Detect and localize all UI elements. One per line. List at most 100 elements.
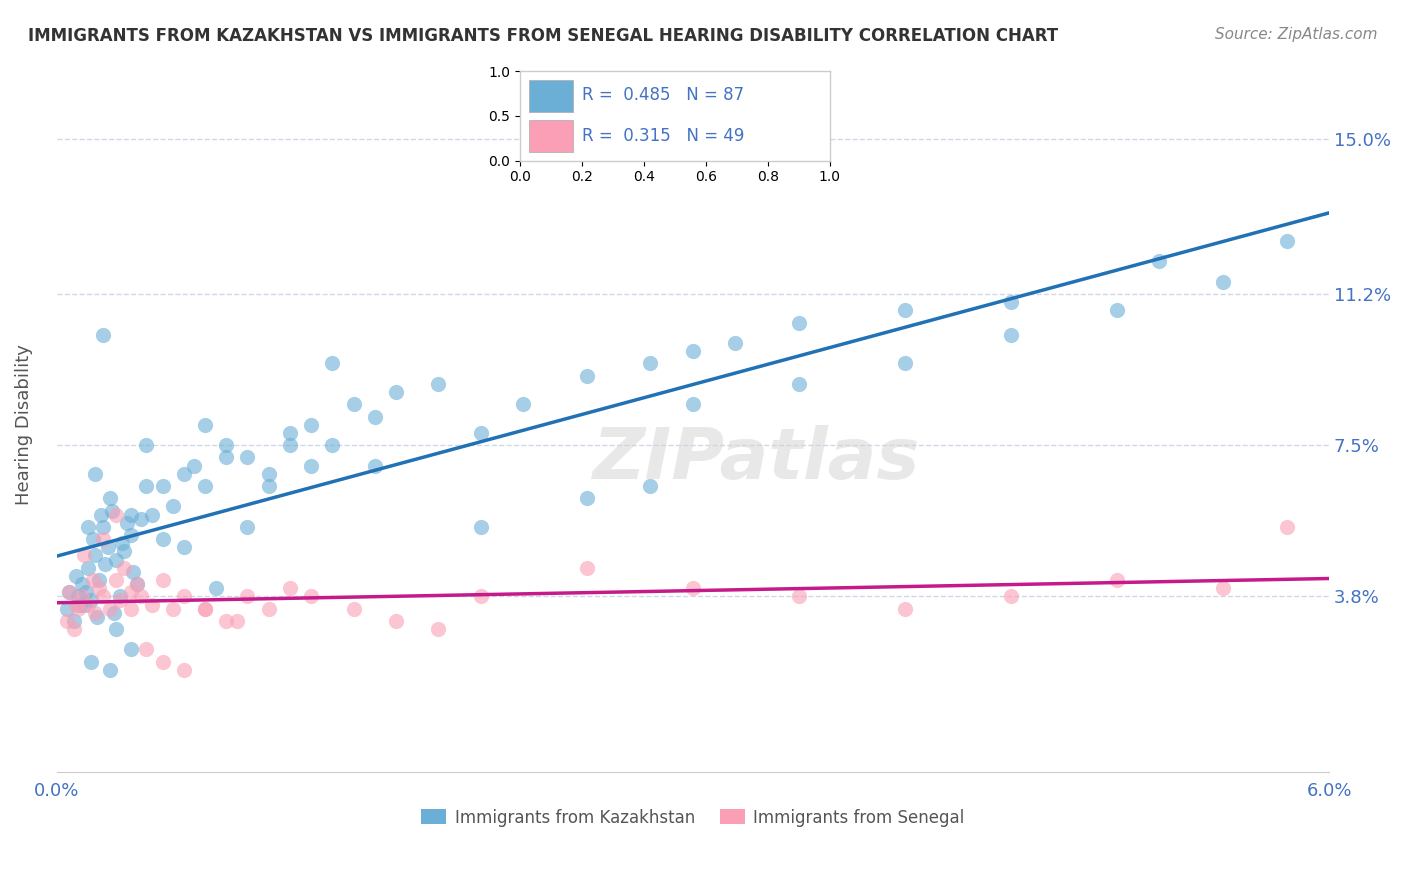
Point bbox=[385, 614, 408, 628]
Point bbox=[724, 336, 747, 351]
Point bbox=[321, 438, 343, 452]
Point bbox=[575, 368, 598, 383]
Text: Source: ZipAtlas.com: Source: ZipAtlas.com bbox=[1215, 27, 1378, 42]
FancyBboxPatch shape bbox=[530, 120, 572, 152]
Point bbox=[91, 532, 114, 546]
Point bbox=[56, 601, 79, 615]
Point bbox=[427, 376, 450, 391]
Point bbox=[787, 590, 810, 604]
Point bbox=[62, 622, 84, 636]
Point bbox=[257, 601, 280, 615]
Point bbox=[127, 577, 149, 591]
Point bbox=[115, 516, 138, 530]
Point bbox=[194, 479, 217, 493]
Point bbox=[342, 601, 364, 615]
Point bbox=[512, 397, 534, 411]
Point bbox=[173, 467, 195, 481]
Point bbox=[183, 458, 205, 473]
Point bbox=[65, 598, 87, 612]
Point bbox=[94, 557, 117, 571]
Point bbox=[682, 344, 704, 359]
Point bbox=[1275, 520, 1298, 534]
Point bbox=[91, 327, 114, 342]
Point bbox=[90, 508, 112, 522]
Point bbox=[152, 655, 174, 669]
Text: ZIPatlas: ZIPatlas bbox=[593, 425, 920, 494]
Point bbox=[470, 425, 492, 440]
Point bbox=[104, 552, 127, 566]
Point bbox=[98, 491, 121, 506]
Point bbox=[77, 560, 100, 574]
Point bbox=[127, 577, 149, 591]
Point bbox=[66, 590, 89, 604]
Point bbox=[96, 541, 118, 555]
Point bbox=[62, 614, 84, 628]
Point bbox=[114, 544, 136, 558]
Point bbox=[173, 541, 195, 555]
Point bbox=[70, 577, 93, 591]
Point bbox=[98, 601, 121, 615]
Point bbox=[787, 316, 810, 330]
Point bbox=[1105, 303, 1128, 318]
Point bbox=[120, 508, 142, 522]
Point bbox=[56, 614, 79, 628]
Point bbox=[152, 532, 174, 546]
Point bbox=[73, 549, 96, 563]
Point bbox=[120, 642, 142, 657]
Point bbox=[110, 593, 132, 607]
Point bbox=[894, 356, 917, 370]
Point bbox=[427, 622, 450, 636]
Point bbox=[141, 598, 163, 612]
Point bbox=[640, 479, 662, 493]
Point bbox=[278, 425, 301, 440]
Point bbox=[1149, 254, 1171, 268]
Point bbox=[575, 491, 598, 506]
Point bbox=[194, 417, 217, 432]
Point bbox=[58, 585, 80, 599]
Point bbox=[82, 532, 104, 546]
Point bbox=[122, 565, 145, 579]
Point bbox=[104, 508, 127, 522]
Point bbox=[141, 508, 163, 522]
Point bbox=[131, 590, 153, 604]
Point bbox=[1000, 295, 1022, 310]
Point bbox=[1000, 327, 1022, 342]
Point bbox=[1105, 573, 1128, 587]
Point bbox=[104, 573, 127, 587]
Point bbox=[321, 356, 343, 370]
Point bbox=[120, 601, 142, 615]
Point bbox=[215, 450, 238, 465]
Point bbox=[83, 467, 105, 481]
Point bbox=[120, 585, 142, 599]
Point bbox=[236, 590, 259, 604]
Point bbox=[77, 520, 100, 534]
Point bbox=[225, 614, 247, 628]
Point bbox=[152, 479, 174, 493]
Point bbox=[120, 528, 142, 542]
Point bbox=[152, 573, 174, 587]
Point bbox=[100, 503, 122, 517]
Text: IMMIGRANTS FROM KAZAKHSTAN VS IMMIGRANTS FROM SENEGAL HEARING DISABILITY CORRELA: IMMIGRANTS FROM KAZAKHSTAN VS IMMIGRANTS… bbox=[28, 27, 1059, 45]
Point bbox=[91, 520, 114, 534]
Point bbox=[104, 622, 127, 636]
Point bbox=[194, 601, 217, 615]
Point bbox=[103, 606, 125, 620]
Point bbox=[131, 512, 153, 526]
Point bbox=[299, 417, 322, 432]
Point bbox=[894, 303, 917, 318]
Point bbox=[787, 376, 810, 391]
Point bbox=[162, 500, 184, 514]
Point bbox=[135, 642, 157, 657]
Point bbox=[278, 438, 301, 452]
Point bbox=[58, 585, 80, 599]
Point bbox=[162, 601, 184, 615]
Point bbox=[470, 520, 492, 534]
Point bbox=[173, 663, 195, 677]
Point bbox=[70, 590, 93, 604]
Point bbox=[75, 585, 97, 599]
Point bbox=[79, 593, 101, 607]
Point bbox=[299, 458, 322, 473]
Point bbox=[69, 598, 91, 612]
Point bbox=[236, 450, 259, 465]
Point bbox=[79, 655, 101, 669]
